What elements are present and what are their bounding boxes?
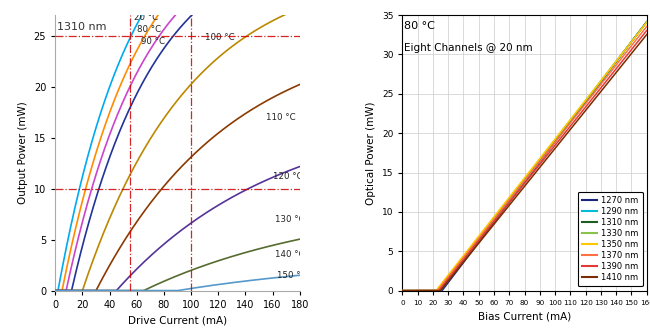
Text: 80 °C: 80 °C <box>404 22 435 32</box>
Y-axis label: Output Power (mW): Output Power (mW) <box>18 101 28 204</box>
Text: 80 °C: 80 °C <box>136 25 161 34</box>
Text: 130 °C: 130 °C <box>275 215 305 224</box>
Text: 140 °C: 140 °C <box>275 250 305 259</box>
Text: 20 °C: 20 °C <box>134 13 158 22</box>
Legend: 1270 nm, 1290 nm, 1310 nm, 1330 nm, 1350 nm, 1370 nm, 1390 nm, 1410 nm: 1270 nm, 1290 nm, 1310 nm, 1330 nm, 1350… <box>578 192 643 287</box>
Text: 1310 nm: 1310 nm <box>57 22 106 32</box>
Text: 90 °C: 90 °C <box>141 37 165 46</box>
Text: 150 °C: 150 °C <box>277 271 306 280</box>
X-axis label: Bias Current (mA): Bias Current (mA) <box>478 311 571 321</box>
Text: Eight Channels @ 20 nm: Eight Channels @ 20 nm <box>404 43 532 53</box>
Text: 120 °C: 120 °C <box>272 172 302 181</box>
X-axis label: Drive Current (mA): Drive Current (mA) <box>128 315 227 325</box>
Text: 100 °C: 100 °C <box>205 33 234 42</box>
Y-axis label: Optical Power (mW): Optical Power (mW) <box>366 101 376 205</box>
Text: 110 °C: 110 °C <box>266 113 295 122</box>
